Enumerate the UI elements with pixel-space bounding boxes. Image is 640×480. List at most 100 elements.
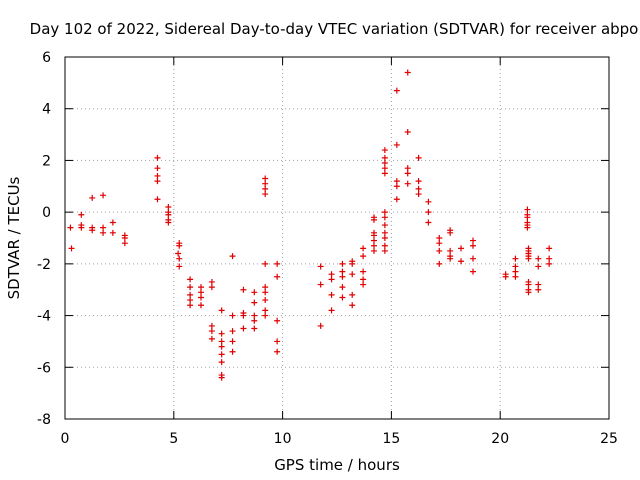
data-point xyxy=(198,284,204,291)
data-point xyxy=(187,284,194,291)
data-point xyxy=(154,154,161,161)
data-point xyxy=(349,291,356,298)
data-point xyxy=(251,317,258,324)
data-point xyxy=(525,289,532,296)
data-point xyxy=(317,322,324,329)
data-point xyxy=(415,191,422,198)
y-tick-label: -6 xyxy=(37,360,51,376)
data-point xyxy=(165,203,172,210)
data-point xyxy=(240,312,247,319)
data-point xyxy=(415,185,422,192)
data-point xyxy=(78,211,85,218)
data-point xyxy=(165,211,172,218)
data-point xyxy=(229,253,236,260)
data-point xyxy=(524,224,531,231)
data-point xyxy=(393,178,400,185)
data-point xyxy=(436,247,443,254)
data-point xyxy=(535,281,542,288)
data-point xyxy=(165,219,172,226)
data-point xyxy=(360,245,367,252)
x-tick-label: 10 xyxy=(274,431,292,447)
data-point xyxy=(381,229,388,236)
data-point xyxy=(512,263,519,270)
data-point xyxy=(262,312,269,319)
data-point xyxy=(370,232,377,239)
data-point xyxy=(339,273,346,280)
data-point xyxy=(78,224,85,231)
data-point xyxy=(89,194,96,201)
data-point xyxy=(339,268,346,275)
data-point xyxy=(404,170,411,177)
data-point xyxy=(470,237,476,244)
data-point xyxy=(436,240,443,247)
data-point xyxy=(262,175,269,182)
y-tick-label: 4 xyxy=(42,102,51,118)
data-point xyxy=(360,281,367,288)
data-point xyxy=(89,227,96,234)
data-point xyxy=(175,250,182,257)
data-point xyxy=(328,276,335,283)
data-point xyxy=(393,87,400,94)
data-point xyxy=(404,180,411,187)
data-point xyxy=(447,247,454,254)
x-axis-label: GPS time / hours xyxy=(274,456,400,474)
data-point xyxy=(218,374,225,381)
data-point xyxy=(349,260,356,267)
data-point xyxy=(381,209,388,216)
data-point xyxy=(458,245,465,252)
data-point xyxy=(274,348,281,355)
x-tick-label: 20 xyxy=(491,431,509,447)
data-point xyxy=(404,128,411,135)
data-point xyxy=(251,325,258,332)
y-axis-label: SDTVAR / TECUs xyxy=(5,176,23,299)
data-point xyxy=(447,229,454,236)
data-point xyxy=(381,160,388,167)
grid xyxy=(65,57,609,419)
data-point xyxy=(262,307,269,314)
data-point xyxy=(370,237,377,244)
data-point xyxy=(208,322,215,329)
data-point xyxy=(512,273,519,280)
data-point xyxy=(425,198,432,205)
data-point xyxy=(339,284,346,291)
data-point xyxy=(458,258,465,265)
data-point xyxy=(381,147,388,154)
data-point xyxy=(381,247,388,254)
data-point xyxy=(100,229,107,236)
data-point xyxy=(525,281,532,288)
data-point xyxy=(360,268,367,275)
data-point xyxy=(546,245,553,252)
data-point xyxy=(187,276,194,283)
data-point xyxy=(328,291,335,298)
data-point xyxy=(274,273,281,280)
data-point xyxy=(198,294,204,301)
data-point xyxy=(176,242,183,249)
data-point xyxy=(240,325,247,332)
data-point xyxy=(176,263,183,270)
data-point xyxy=(339,260,346,267)
data-point xyxy=(262,180,269,187)
data-point xyxy=(360,253,367,260)
data-point xyxy=(535,255,542,262)
data-point xyxy=(546,255,553,262)
data-point xyxy=(68,245,75,252)
data-point xyxy=(100,224,107,231)
data-point xyxy=(100,192,107,199)
y-tick-label: -4 xyxy=(37,309,51,325)
data-point xyxy=(218,343,225,350)
data-point xyxy=(262,185,269,192)
data-point xyxy=(339,294,346,301)
data-point xyxy=(218,330,225,337)
data-point xyxy=(218,359,225,366)
data-point xyxy=(109,219,116,226)
data-point xyxy=(229,328,236,335)
data-point xyxy=(381,235,388,241)
data-point xyxy=(262,260,269,267)
data-point xyxy=(154,165,161,172)
data-point xyxy=(251,312,258,319)
chart-title: Day 102 of 2022, Sidereal Day-to-day VTE… xyxy=(30,20,639,38)
data-point xyxy=(198,289,204,296)
data-point xyxy=(525,255,532,262)
data-point xyxy=(349,302,356,309)
data-point xyxy=(317,263,324,270)
